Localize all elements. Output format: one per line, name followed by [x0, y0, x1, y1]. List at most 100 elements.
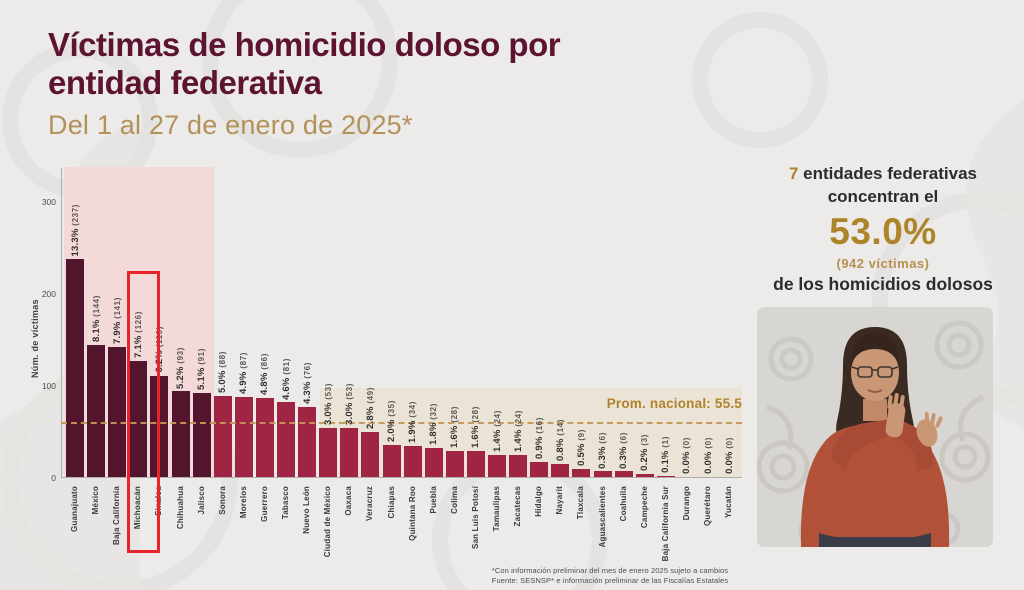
bar-puebla [424, 447, 443, 477]
x-axis-line [61, 477, 742, 478]
state-label-baja-california-sur: Baja California Sur [660, 486, 670, 562]
bar-value-label-san-luis-potosi: 1.6% (28) [470, 406, 482, 449]
bar-veracruz [361, 431, 380, 477]
state-label-chiapas: Chiapas [386, 486, 396, 519]
bar-baja-california [108, 347, 127, 477]
state-label-tabasco: Tabasco [281, 486, 290, 520]
bar-value-label-aguascalientes: 0.3% (6) [597, 431, 608, 469]
state-label-aguascalientes: Aguascalientes [597, 486, 607, 548]
bar-colima [445, 451, 464, 477]
bar-ciudad-de-mexico [319, 428, 338, 477]
bar-value-label-queretaro: 0.0% (0) [702, 437, 714, 474]
state-label-durango: Durango [681, 486, 691, 521]
y-tick-200: 200 [41, 288, 56, 299]
state-label-nuevo-leon: Nuevo León [302, 486, 312, 534]
summary-line3: de los homicidios dolosos [773, 273, 993, 294]
summary-panel: 7 entidades federativas concentran el 53… [752, 163, 1014, 295]
bar-value-label-durango: 0.0% (0) [681, 437, 693, 474]
summary-big-percent: 53.0% [829, 210, 937, 252]
bar-value-label-jalisco: 5.1% (91) [196, 348, 208, 391]
page-title-line1: Víctimas de homicidio doloso por [48, 26, 561, 63]
bar-quintana-roo [403, 445, 422, 477]
y-tick-300: 300 [41, 196, 56, 207]
bar-value-label-chiapas: 2.0% (35) [386, 399, 397, 442]
page-subtitle: Del 1 al 27 de enero de 2025* [48, 110, 413, 140]
summary-line1-text: entidades federativas [798, 164, 978, 183]
state-label-puebla: Puebla [428, 486, 438, 514]
state-label-yucatan: Yucatán [724, 486, 734, 519]
bar-jalisco [192, 393, 211, 477]
bar-zacatecas [509, 454, 528, 477]
bar-value-label-quintana-roo: 1.9% (34) [407, 400, 419, 443]
state-label-queretaro: Querétaro [703, 486, 712, 527]
bar-value-label-oaxaca: 3.0% (53) [343, 383, 355, 426]
bar-nuevo-leon [298, 407, 317, 477]
michoacan-highlight-box [127, 271, 160, 553]
y-tick-100: 100 [41, 380, 56, 391]
source-footnote: *Con información preliminar del mes de e… [370, 566, 850, 586]
y-axis-line [61, 168, 62, 477]
state-label-sonora: Sonora [217, 486, 227, 515]
state-label-mexico: México [91, 486, 101, 515]
bar-value-label-guanajuato: 13.3% (237) [69, 203, 81, 256]
state-label-veracruz: Veracruz [365, 486, 375, 521]
bar-san-luis-potosi [466, 451, 485, 477]
bar-value-label-morelos: 4.9% (87) [238, 352, 250, 394]
y-axis-title: Núm. de víctimas [30, 299, 40, 378]
state-label-nayarit: Nayarit [555, 486, 565, 515]
bar-coahuila [614, 471, 633, 477]
bar-baja-california-sur [656, 476, 675, 477]
state-label-campeche: Campeche [639, 486, 649, 529]
summary-entity-count: 7 [788, 164, 799, 183]
footnote-line2: Fuente: SESNSP* e información preliminar… [491, 576, 729, 586]
state-label-ciudad-de-mexico: Ciudad de México [323, 486, 333, 558]
bar-value-label-tlaxcala: 0.5% (9) [575, 428, 587, 466]
sign-language-interpreter-video [757, 307, 993, 547]
bar-value-label-guerrero: 4.8% (86) [259, 352, 271, 395]
state-label-coahuila: Coahuila [618, 486, 628, 522]
bar-value-label-baja-california: 7.9% (141) [111, 297, 123, 345]
bar-tamaulipas [488, 454, 506, 477]
bar-value-label-zacatecas: 1.4% (24) [512, 409, 524, 452]
state-label-quintana-roo: Quintana Roo [407, 486, 417, 541]
summary-line2: concentran el [827, 186, 939, 206]
bar-value-label-coahuila: 0.3% (6) [618, 431, 630, 469]
national-average-line [61, 422, 742, 424]
bar-value-label-yucatan: 0.0% (0) [723, 437, 735, 474]
interpreter-illustration [757, 307, 993, 547]
bar-value-label-tamaulipas: 1.4% (24) [491, 409, 503, 452]
state-label-guanajuato: Guanajuato [70, 486, 79, 533]
summary-line1: 7 entidades federativas [752, 163, 1014, 186]
bar-value-label-baja-california-sur: 0.1% (1) [660, 436, 672, 473]
state-label-oaxaca: Oaxaca [344, 486, 354, 516]
state-label-guerrero: Guerrero [259, 486, 269, 522]
bar-value-label-sonora: 5.0% (88) [217, 351, 229, 394]
bar-value-label-veracruz: 2.8% (49) [364, 386, 376, 429]
bar-chiapas [382, 444, 401, 477]
page-title-line2: entidad federativa [48, 63, 322, 101]
footnote-line1: *Con información preliminar del mes de e… [491, 566, 729, 575]
state-label-hidalgo: Hidalgo [534, 486, 544, 517]
bar-campeche [635, 474, 654, 477]
state-label-morelos: Morelos [238, 486, 248, 519]
bar-value-label-chihuahua: 5.2% (93) [175, 346, 186, 389]
bar-morelos [234, 396, 253, 477]
bar-hidalgo [530, 462, 549, 477]
bar-value-label-nuevo-leon: 4.3% (76) [301, 362, 313, 405]
state-label-chihuahua: Chihuahua [175, 486, 185, 530]
bar-guerrero [255, 397, 274, 477]
bar-oaxaca [340, 428, 359, 477]
bar-value-label-campeche: 0.2% (3) [639, 434, 651, 472]
state-label-san-luis-potosi: San Luis Potosí [470, 486, 480, 550]
state-label-jalisco: Jalisco [196, 486, 206, 515]
summary-victims-note: (942 víctimas) [836, 255, 930, 271]
state-label-tamaulipas: Tamaulipas [492, 486, 501, 532]
bar-chihuahua [171, 391, 190, 477]
state-label-zacatecas: Zacatecas [513, 486, 523, 527]
bar-tlaxcala [572, 468, 591, 477]
bar-aguascalientes [593, 471, 612, 477]
bar-tabasco [277, 402, 295, 477]
page-title: Víctimas de homicidio doloso por entidad… [48, 26, 561, 101]
state-label-baja-california: Baja California [112, 486, 122, 546]
